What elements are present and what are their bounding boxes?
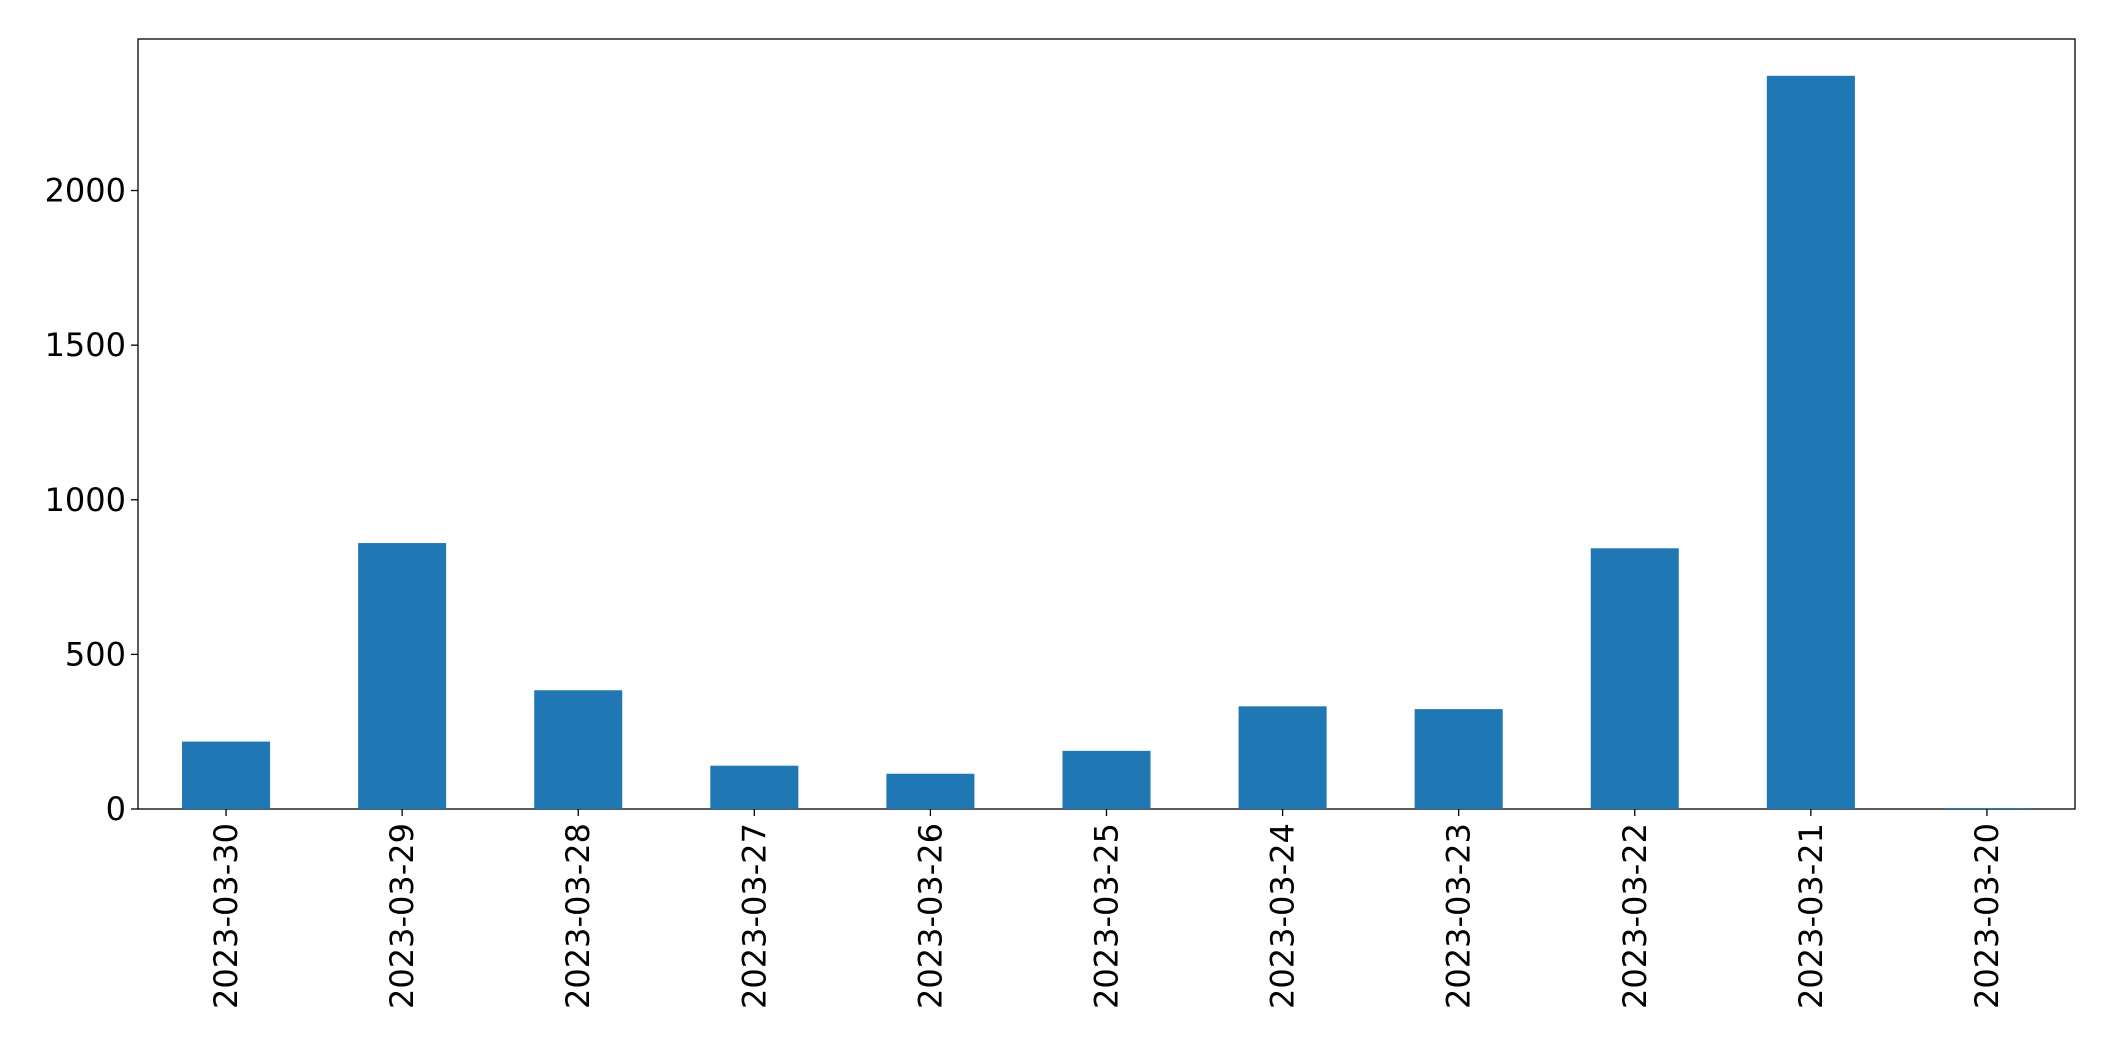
bar xyxy=(534,690,623,809)
bar xyxy=(1062,750,1151,809)
x-tick-label: 2023-03-23 xyxy=(1440,823,1478,1009)
y-tick-label: 1000 xyxy=(45,481,126,519)
bar xyxy=(710,765,799,809)
x-tick-label: 2023-03-25 xyxy=(1088,823,1126,1009)
y-tick-label: 500 xyxy=(65,635,126,673)
y-tick-label: 2000 xyxy=(45,172,126,210)
bar xyxy=(358,543,447,809)
y-tick-label: 0 xyxy=(106,790,126,828)
x-tick-label: 2023-03-28 xyxy=(559,823,597,1009)
x-tick-label: 2023-03-27 xyxy=(735,823,773,1009)
y-tick-label: 1500 xyxy=(45,326,126,364)
x-tick-label: 2023-03-21 xyxy=(1792,823,1830,1009)
x-tick-label: 2023-03-24 xyxy=(1264,823,1302,1009)
x-tick-label: 2023-03-26 xyxy=(911,823,949,1009)
bar xyxy=(1942,808,2031,809)
x-tick-label: 2023-03-20 xyxy=(1968,823,2006,1009)
x-tick-label: 2023-03-29 xyxy=(383,823,421,1009)
x-tick-label: 2023-03-30 xyxy=(207,823,245,1009)
bar xyxy=(1414,709,1503,809)
x-tick-label: 2023-03-22 xyxy=(1616,823,1654,1009)
bar xyxy=(1766,75,1855,809)
bar xyxy=(886,773,975,809)
bar xyxy=(182,741,271,809)
bar xyxy=(1590,548,1679,809)
bar xyxy=(1238,706,1327,809)
